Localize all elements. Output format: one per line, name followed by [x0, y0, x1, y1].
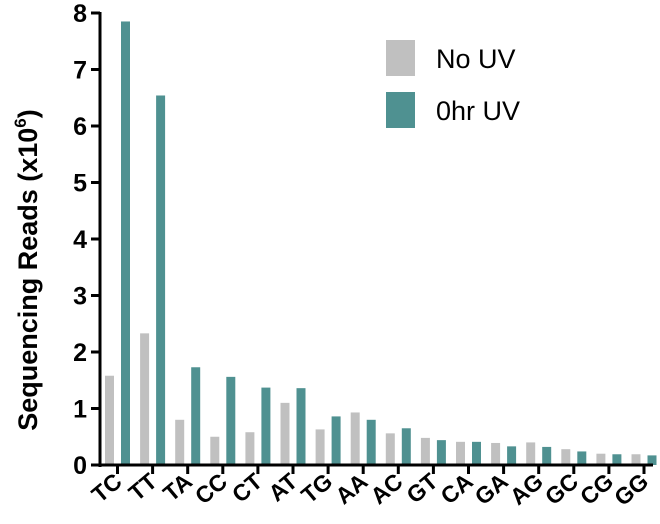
bar-AC-no-uv: [385, 433, 395, 465]
bar-CG-no-uv: [596, 453, 606, 465]
bar-CG-0hr-uv: [612, 454, 622, 465]
bar-GT-no-uv: [420, 437, 430, 465]
bar-TG-0hr-uv: [331, 416, 341, 465]
y-tick-label: 6: [73, 113, 87, 141]
bar-TC-no-uv: [105, 375, 114, 465]
x-tick-label: TT: [124, 468, 162, 506]
bar-CA-0hr-uv: [472, 441, 481, 465]
bar-AA-0hr-uv: [366, 419, 376, 465]
y-tick-label: 4: [73, 226, 87, 254]
bar-GG-0hr-uv: [647, 455, 657, 465]
bar-CT-no-uv: [245, 432, 255, 465]
x-tick-label: TC: [87, 468, 127, 508]
legend: No UV 0hr UV: [386, 40, 520, 128]
x-tick-label: CC: [190, 468, 232, 509]
bar-GA-no-uv: [491, 442, 501, 465]
bar-GA-0hr-uv: [507, 446, 517, 465]
y-axis-title: Sequencing Reads (x106): [11, 109, 43, 431]
y-tick-label: 1: [73, 396, 87, 424]
y-tick-label: 5: [73, 170, 87, 198]
y-tick-label: 8: [73, 0, 87, 28]
legend-swatch: [386, 92, 415, 128]
bar-AC-0hr-uv: [401, 428, 411, 465]
bar-TC-0hr-uv: [121, 21, 130, 465]
x-tick-label: GG: [609, 468, 653, 511]
bars: [105, 21, 657, 466]
bar-TT-0hr-uv: [156, 95, 166, 466]
bar-AA-no-uv: [350, 412, 360, 465]
bar-AG-no-uv: [526, 442, 536, 465]
bar-CT-0hr-uv: [261, 387, 271, 465]
bar-GT-0hr-uv: [436, 440, 446, 465]
legend-swatch: [386, 40, 415, 76]
bar-GG-no-uv: [631, 454, 641, 465]
legend-label: 0hr UV: [436, 96, 520, 126]
y-tick-label: 3: [73, 283, 87, 311]
bar-CC-no-uv: [210, 436, 220, 465]
bar-TA-no-uv: [175, 419, 185, 465]
bar-TT-no-uv: [140, 333, 150, 465]
y-tick-label: 0: [73, 452, 87, 480]
bar-AT-no-uv: [280, 402, 290, 465]
bar-CA-no-uv: [456, 441, 465, 465]
bar-AT-0hr-uv: [296, 388, 306, 465]
bar-AG-0hr-uv: [542, 446, 552, 465]
bar-CC-0hr-uv: [226, 376, 236, 465]
y-tick-label: 7: [73, 57, 87, 85]
bar-TG-no-uv: [315, 429, 325, 465]
bar-GC-no-uv: [561, 449, 571, 465]
y-axis: 0 1 2 3 4 5 6 7 8: [73, 0, 102, 480]
y-tick-label: 2: [73, 339, 87, 367]
legend-label: No UV: [436, 44, 516, 74]
x-tick-label: CT: [227, 468, 267, 508]
bar-GC-0hr-uv: [577, 451, 587, 465]
bar-TA-0hr-uv: [191, 367, 201, 465]
